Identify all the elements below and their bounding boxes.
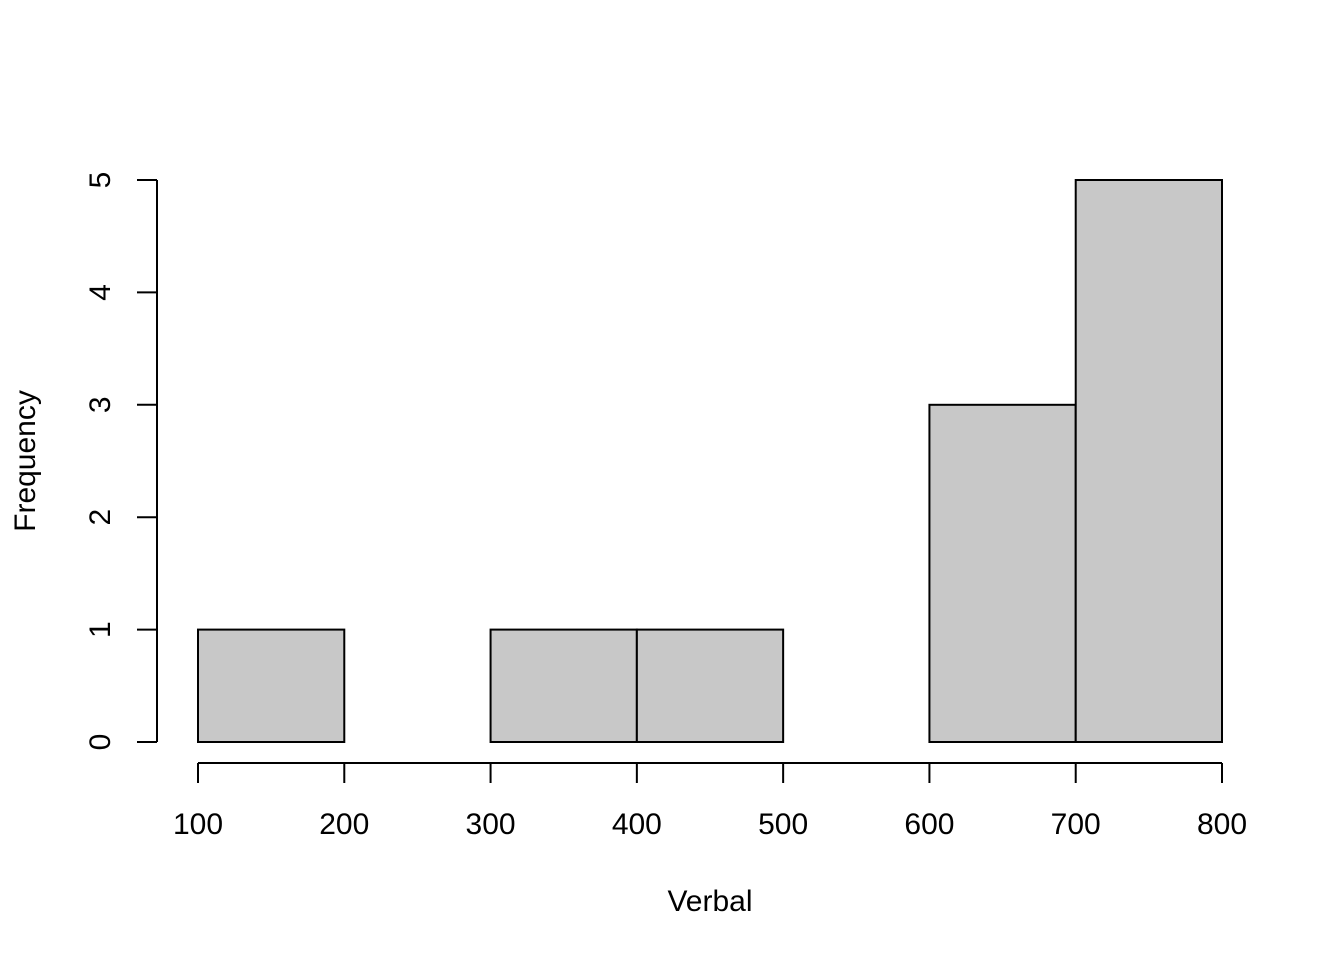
x-tick-label: 200 — [319, 808, 369, 841]
x-axis: 100 200 300 400 500 600 700 800 — [173, 762, 1247, 841]
x-axis-title: Verbal — [667, 885, 752, 918]
x-tick-label: 100 — [173, 808, 223, 841]
histogram-bars — [197, 179, 1223, 743]
y-tick-label: 3 — [84, 396, 117, 413]
y-tick-label: 0 — [84, 734, 117, 751]
y-tick-label: 1 — [84, 621, 117, 638]
y-axis: 0 1 2 3 4 5 — [84, 172, 158, 751]
y-tick-label: 5 — [84, 172, 117, 189]
x-tick-label: 600 — [904, 808, 954, 841]
histogram-bar — [197, 628, 346, 743]
x-tick-label: 700 — [1051, 808, 1101, 841]
x-tick-label: 500 — [758, 808, 808, 841]
y-tick-label: 4 — [84, 284, 117, 301]
y-axis-title: Frequency — [9, 390, 42, 532]
x-tick-label: 800 — [1197, 808, 1247, 841]
histogram-bar — [928, 403, 1077, 743]
histogram-bar — [1074, 179, 1223, 743]
histogram-bar — [489, 628, 638, 743]
x-tick-label: 400 — [612, 808, 662, 841]
y-tick-label: 2 — [84, 509, 117, 526]
histogram-bar — [635, 628, 785, 743]
x-tick-label: 300 — [466, 808, 516, 841]
